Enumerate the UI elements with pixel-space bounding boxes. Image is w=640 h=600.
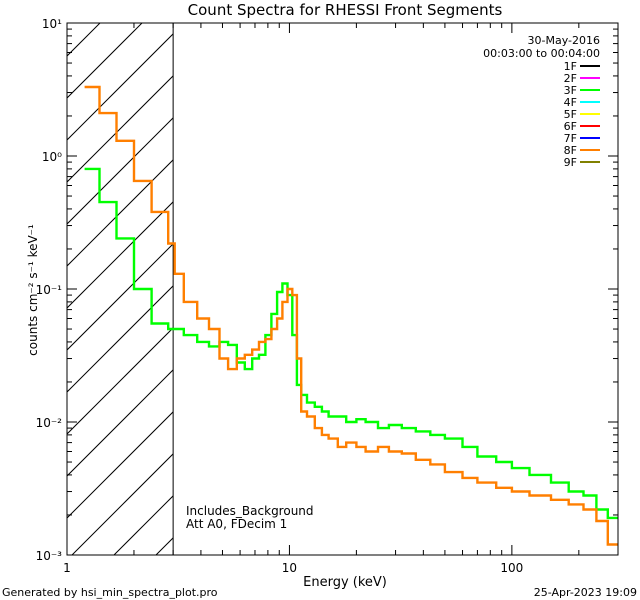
legend-item-1f: 1F (564, 60, 600, 73)
legend-item-9f: 9F (564, 156, 600, 169)
hatch-line (408, 23, 640, 555)
hatch-line (67, 285, 174, 393)
y-tick-label: 10¹ (42, 17, 62, 31)
hatch-line (67, 75, 174, 183)
y-axis-label: counts cm⁻² s⁻¹ keV⁻¹ (26, 224, 40, 356)
y-tick-label: 10⁻² (36, 416, 63, 430)
legend-item-4f: 4F (564, 96, 600, 109)
time-range-label: 00:03:00 to 00:04:00 (483, 47, 600, 60)
x-axis-label: Energy (keV) (303, 575, 387, 590)
hatched-region (0, 23, 640, 555)
legend-label: 2F (564, 72, 577, 85)
date-label: 30-May-2016 (528, 34, 600, 47)
legend-label: 9F (564, 156, 577, 169)
legend-label: 8F (564, 144, 577, 157)
x-tick-label: 10 (282, 561, 297, 575)
hatch-line (67, 411, 174, 519)
legend-label: 7F (564, 132, 577, 145)
y-tick-label: 10⁻¹ (36, 283, 63, 297)
legend-item-5f: 5F (564, 108, 600, 121)
y-tick-label: 10⁰ (42, 150, 62, 164)
legend-label: 5F (564, 108, 577, 121)
hatch-lines (0, 23, 640, 555)
hatch-line (618, 23, 640, 555)
hatch-line (71, 453, 174, 555)
legend-item-7f: 7F (564, 132, 600, 145)
axis-tick-labels: 1 10 100 10¹ 10⁰ 10⁻¹ 10⁻² 10⁻³ (36, 17, 524, 575)
legend-item-8f: 8F (564, 144, 600, 157)
axis-ticks (66, 23, 619, 556)
hatch-line (67, 243, 174, 351)
legend-item-3f: 3F (564, 84, 600, 97)
legend-item-6f: 6F (564, 120, 600, 133)
legend-label: 4F (564, 96, 577, 109)
annotation-background: Includes_Background (186, 504, 314, 518)
legend-label: 6F (564, 120, 577, 133)
hatch-line (67, 201, 174, 309)
hatch-line (0, 23, 16, 555)
legend-item-2f: 2F (564, 72, 600, 85)
annotation-attenuator: Att A0, FDecim 1 (186, 517, 287, 531)
series-3f-line (84, 167, 618, 520)
legend-label: 3F (564, 84, 577, 97)
hatch-line (67, 33, 174, 141)
x-tick-label: 100 (500, 561, 523, 575)
chart-title: Count Spectra for RHESSI Front Segments (188, 1, 503, 19)
generated-by-label: Generated by hsi_min_spectra_plot.pro (2, 586, 218, 599)
series-group (84, 85, 618, 546)
series-8f-line (84, 85, 618, 546)
y-tick-label: 10⁻³ (36, 549, 63, 563)
hatch-line (67, 369, 174, 477)
timestamp-label: 25-Apr-2023 19:09 (534, 586, 637, 599)
legend-label: 1F (564, 60, 577, 73)
x-tick-label: 1 (63, 561, 71, 575)
hatch-line (113, 495, 174, 555)
